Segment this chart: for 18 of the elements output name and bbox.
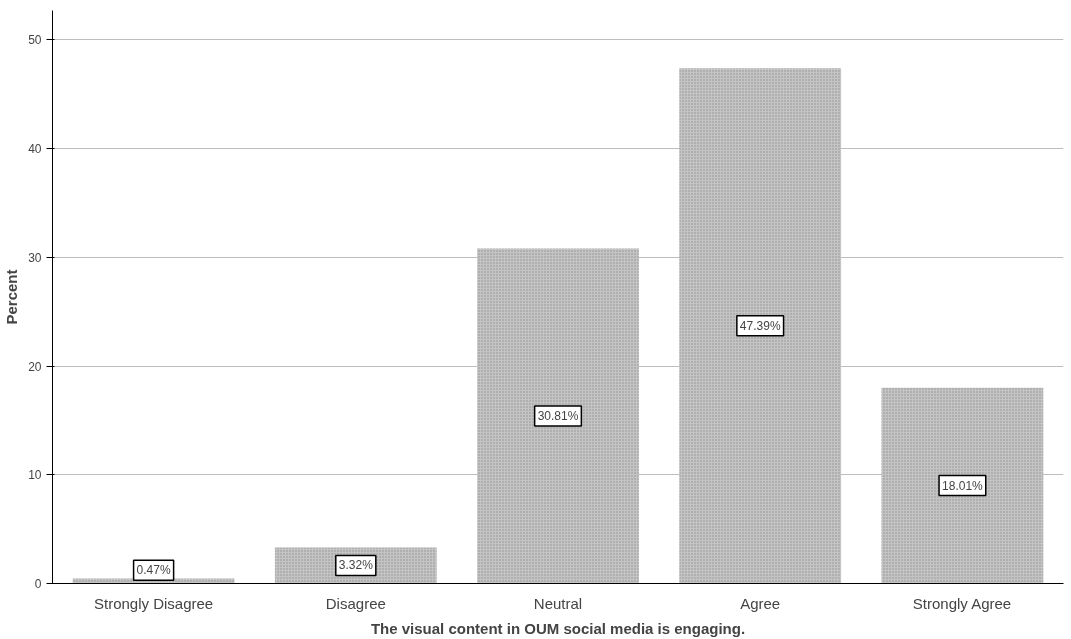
y-tick-label: 0 — [34, 577, 42, 591]
data-label: 3.32% — [338, 558, 374, 573]
x-tick-label: Neutral — [533, 594, 583, 612]
y-tick-label: 20 — [28, 359, 42, 374]
x-axis-title: The visual content in OUM social media is engaging. — [370, 619, 746, 637]
x-tick-label: Strongly Disagree — [93, 594, 214, 612]
x-tick-label: Agree — [740, 594, 781, 612]
y-tick-label: 40 — [28, 142, 42, 157]
y-tick-label: 10 — [28, 468, 42, 483]
data-label: 0.47% — [136, 563, 171, 578]
data-label: 47.39% — [739, 318, 781, 333]
x-tick-label: Disagree — [325, 594, 386, 612]
data-label: 18.01% — [942, 478, 984, 493]
y-axis-title: Percent — [3, 269, 21, 325]
y-tick-label: 30 — [28, 250, 42, 265]
y-tick-label: 50 — [28, 33, 42, 48]
data-label: 30.81% — [537, 409, 579, 423]
x-tick-label: Strongly Agree — [912, 594, 1012, 612]
